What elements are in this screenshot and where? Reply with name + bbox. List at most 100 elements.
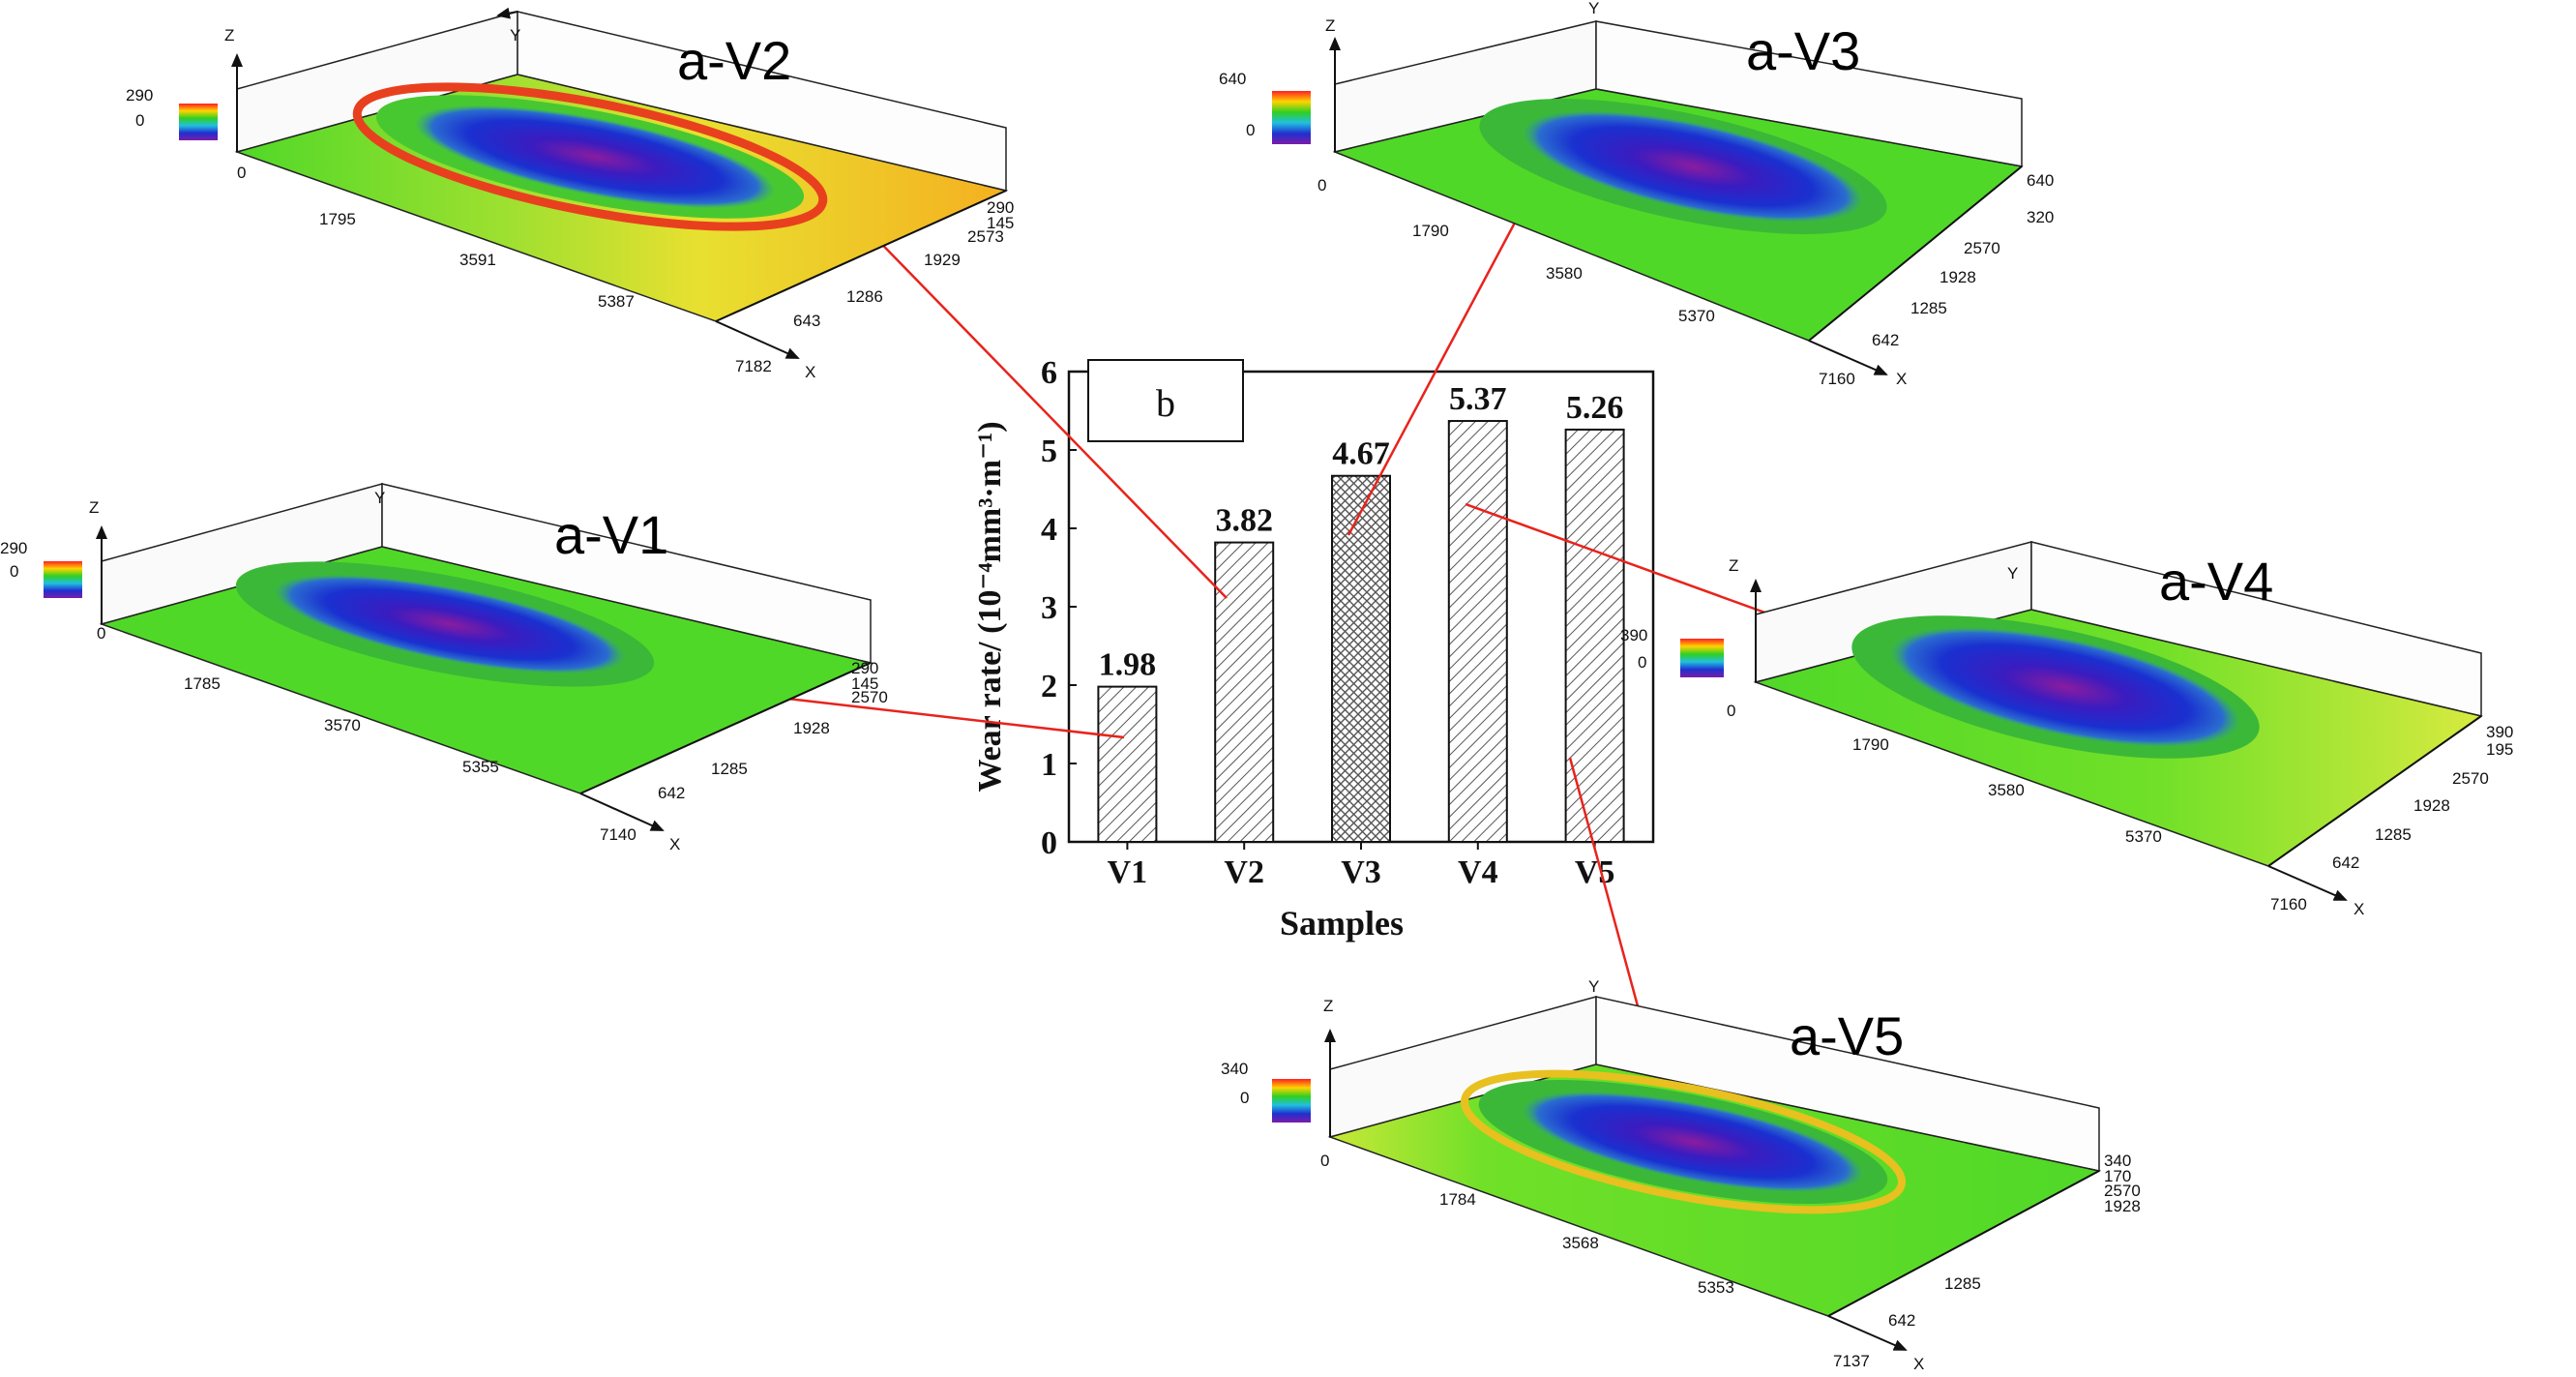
y-tick-label: 6 [1041, 355, 1057, 391]
y-axis [496, 7, 518, 19]
x-tick-3: 5353 [1698, 1278, 1734, 1297]
front-edge [579, 662, 872, 794]
y-tick-4: 2570 [2452, 769, 2489, 788]
y-tick-1: 642 [1888, 1311, 1915, 1330]
colorbar-max: 340 [1221, 1060, 1248, 1078]
y-tick-label: 0 [1041, 825, 1057, 861]
z-origin: 0 [237, 164, 246, 182]
value-label-v2: 3.82 [1215, 503, 1273, 539]
arrow-v3 [1347, 177, 1540, 536]
surface-plot-v1: Z Y X 290 0 0 1785 3570 5355 7140 642 12… [0, 483, 888, 853]
panel-label: b [1156, 381, 1175, 425]
wear-scar [1522, 110, 1864, 223]
x-tick-2: 3591 [459, 251, 496, 269]
y-axis-title: Wear rate/ (10⁻⁴mm³·m⁻¹) [972, 421, 1008, 792]
z-tick-1: 290 [851, 659, 878, 677]
surface-plot-v4: Z Y X 390 0 0 1790 3580 5370 7160 642 12… [1620, 541, 2513, 918]
y-tick-2: 1285 [2375, 825, 2412, 844]
x-tick-2: 3570 [324, 716, 361, 734]
bar-v1 [1097, 685, 1158, 843]
wear-scar-rim [352, 82, 828, 231]
wear-scar [274, 574, 626, 674]
y-tick-2: 1285 [1910, 299, 1947, 317]
x-tick-label-v2: V2 [1224, 854, 1264, 890]
z-axis-letter: Z [224, 26, 234, 45]
colorbar [1680, 639, 1724, 677]
z-origin: 0 [1318, 176, 1326, 195]
plot-title: a-V1 [554, 504, 668, 565]
plot-title: a-V2 [677, 30, 791, 91]
z-tick-2: 195 [2486, 740, 2513, 759]
x-tick-4: 7140 [600, 825, 637, 844]
z-axis-letter: Z [1323, 997, 1333, 1015]
x-tick-4: 7137 [1833, 1352, 1870, 1370]
z-tick-1: 640 [2027, 171, 2054, 190]
plot-title: a-V5 [1790, 1005, 1904, 1066]
x-axis [2267, 865, 2348, 901]
colorbar [1272, 91, 1311, 144]
z-origin: 0 [97, 624, 105, 643]
x-tick-3: 5370 [2125, 827, 2162, 846]
z-tick-1: 390 [2486, 723, 2513, 741]
z-tick-2: 145 [987, 214, 1014, 232]
y-axis-letter: Y [510, 26, 520, 45]
x-axis-title: Samples [1280, 904, 1404, 943]
x-tick-1: 1790 [1412, 222, 1449, 240]
x-axis [1808, 340, 1888, 375]
y-tick-4: 2570 [851, 688, 888, 706]
x-tick-2: 3568 [1562, 1234, 1599, 1252]
surface-plot-v2: Z Y X 290 0 0 1795 3591 5387 7182 643 12… [126, 7, 1014, 381]
x-axis-letter: X [1896, 370, 1907, 388]
x-tick-label-v5: V5 [1575, 854, 1615, 890]
x-tick-3: 5370 [1678, 307, 1715, 325]
z-origin: 0 [1727, 702, 1735, 720]
front-edge [715, 190, 1007, 322]
arrow-v1 [735, 688, 1125, 739]
y-axis-letter: Y [2007, 564, 2018, 583]
x-tick-1: 1784 [1439, 1190, 1476, 1209]
y-tick-2: 1285 [1944, 1274, 1981, 1293]
y-tick-4: 2573 [967, 227, 1004, 246]
y-tick-2: 1286 [846, 287, 883, 306]
y-axis-letter: Y [1588, 0, 1599, 17]
z-tick-2: 170 [2104, 1167, 2131, 1185]
wear-scar [414, 105, 776, 209]
z-tick-1: 290 [987, 198, 1014, 217]
z-axis-letter: Z [89, 498, 99, 517]
y-tick-1: 643 [793, 312, 820, 330]
front-edge [1808, 165, 2023, 342]
colorbar-max: 640 [1219, 70, 1246, 88]
x-tick-3: 5387 [598, 292, 635, 311]
z-tick-1: 340 [2104, 1152, 2131, 1170]
z-origin: 0 [1320, 1152, 1329, 1170]
front-edge [2267, 715, 2482, 867]
y-tick-3: 1928 [2413, 796, 2450, 815]
y-tick-3: 1928 [1939, 268, 1976, 286]
surface-plots: Z Y X 290 0 0 1795 3591 5387 7182 643 12… [0, 0, 2513, 1373]
y-tick-3: 1928 [2104, 1197, 2141, 1215]
x-tick-1: 1790 [1852, 735, 1889, 754]
z-tick-2: 145 [851, 674, 878, 693]
panel-label-box [1087, 359, 1244, 442]
y-tick-4: 2570 [2104, 1182, 2141, 1200]
y-tick-1: 642 [1872, 331, 1899, 349]
colorbar-min: 0 [1246, 121, 1255, 139]
x-tick-1: 1795 [319, 210, 356, 228]
x-tick-4: 7182 [735, 357, 772, 375]
x-tick-4: 7160 [2270, 895, 2307, 913]
surface-plot-v5: Z Y X 340 0 0 1784 3568 5353 7137 642 12… [1221, 977, 2141, 1373]
colorbar [1272, 1079, 1311, 1123]
x-tick-label-v1: V1 [1108, 854, 1148, 890]
y-tick-3: 1929 [924, 251, 961, 269]
y-tick-3: 1928 [793, 719, 830, 737]
z-tick-2: 320 [2027, 208, 2054, 226]
value-label-v1: 1.98 [1099, 647, 1157, 683]
bar-v5 [1564, 428, 1625, 843]
bar-v4 [1447, 420, 1508, 843]
y-tick-label: 2 [1041, 669, 1057, 704]
x-tick-label-v4: V4 [1458, 854, 1498, 890]
colorbar [179, 104, 218, 140]
y-tick-label: 3 [1041, 590, 1057, 626]
